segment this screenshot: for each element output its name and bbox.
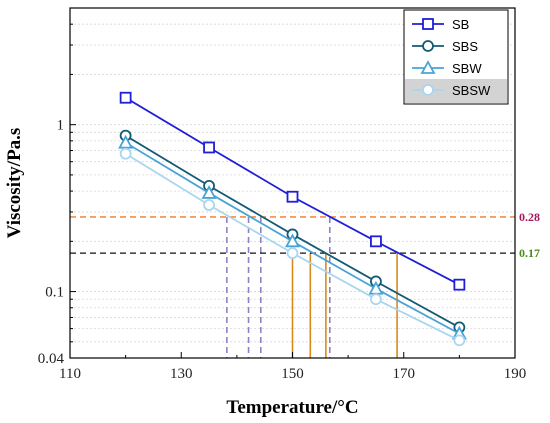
data-point [203, 141, 215, 154]
legend-marker [422, 84, 434, 96]
data-point [201, 185, 217, 199]
legend-marker [422, 40, 434, 52]
data-point [203, 199, 215, 211]
data-point [118, 134, 134, 149]
data-point [370, 293, 382, 306]
data-point [119, 147, 132, 160]
legend-marker [422, 18, 434, 30]
x-tick-label: 130 [170, 366, 193, 382]
series-sb [119, 91, 466, 291]
legend-label: SB [452, 17, 469, 32]
legend-marker [420, 60, 436, 74]
y-tick-label: 1 [57, 118, 65, 134]
legend-highlight [405, 79, 507, 103]
x-tick-label: 190 [504, 366, 527, 382]
data-point [453, 278, 466, 291]
legend-label: SBW [452, 61, 482, 76]
y-tick-label: 0.04 [38, 351, 65, 367]
data-point [119, 91, 132, 104]
x-tick-label: 170 [393, 366, 416, 382]
axis-ticks: 110 130 150 170 190 0.04 0.1 1 [38, 23, 527, 382]
data-point [286, 247, 299, 260]
x-tick-label: 110 [59, 366, 81, 382]
x-tick-label: 150 [281, 366, 304, 382]
reference-label: 0.17 [519, 246, 540, 260]
y-tick-label: 0.1 [45, 285, 64, 301]
legend-label: SBSW [452, 83, 491, 98]
reference-labels: 0.28 0.17 [519, 210, 540, 260]
reference-label: 0.28 [519, 210, 540, 224]
x-axis-title: Temperature/°C [226, 397, 358, 418]
series-layer [118, 91, 467, 347]
y-axis-title: Viscosity/Pa.s [4, 128, 25, 239]
drop-lines [226, 216, 398, 358]
data-point [284, 233, 301, 248]
series-sbw [118, 134, 467, 340]
legend: SB SBS SBW SBSW [403, 9, 509, 105]
series-sbsw [119, 147, 466, 347]
data-point [370, 235, 382, 248]
legend-label: SBS [452, 39, 478, 54]
data-point [286, 190, 299, 203]
data-point [453, 334, 466, 347]
